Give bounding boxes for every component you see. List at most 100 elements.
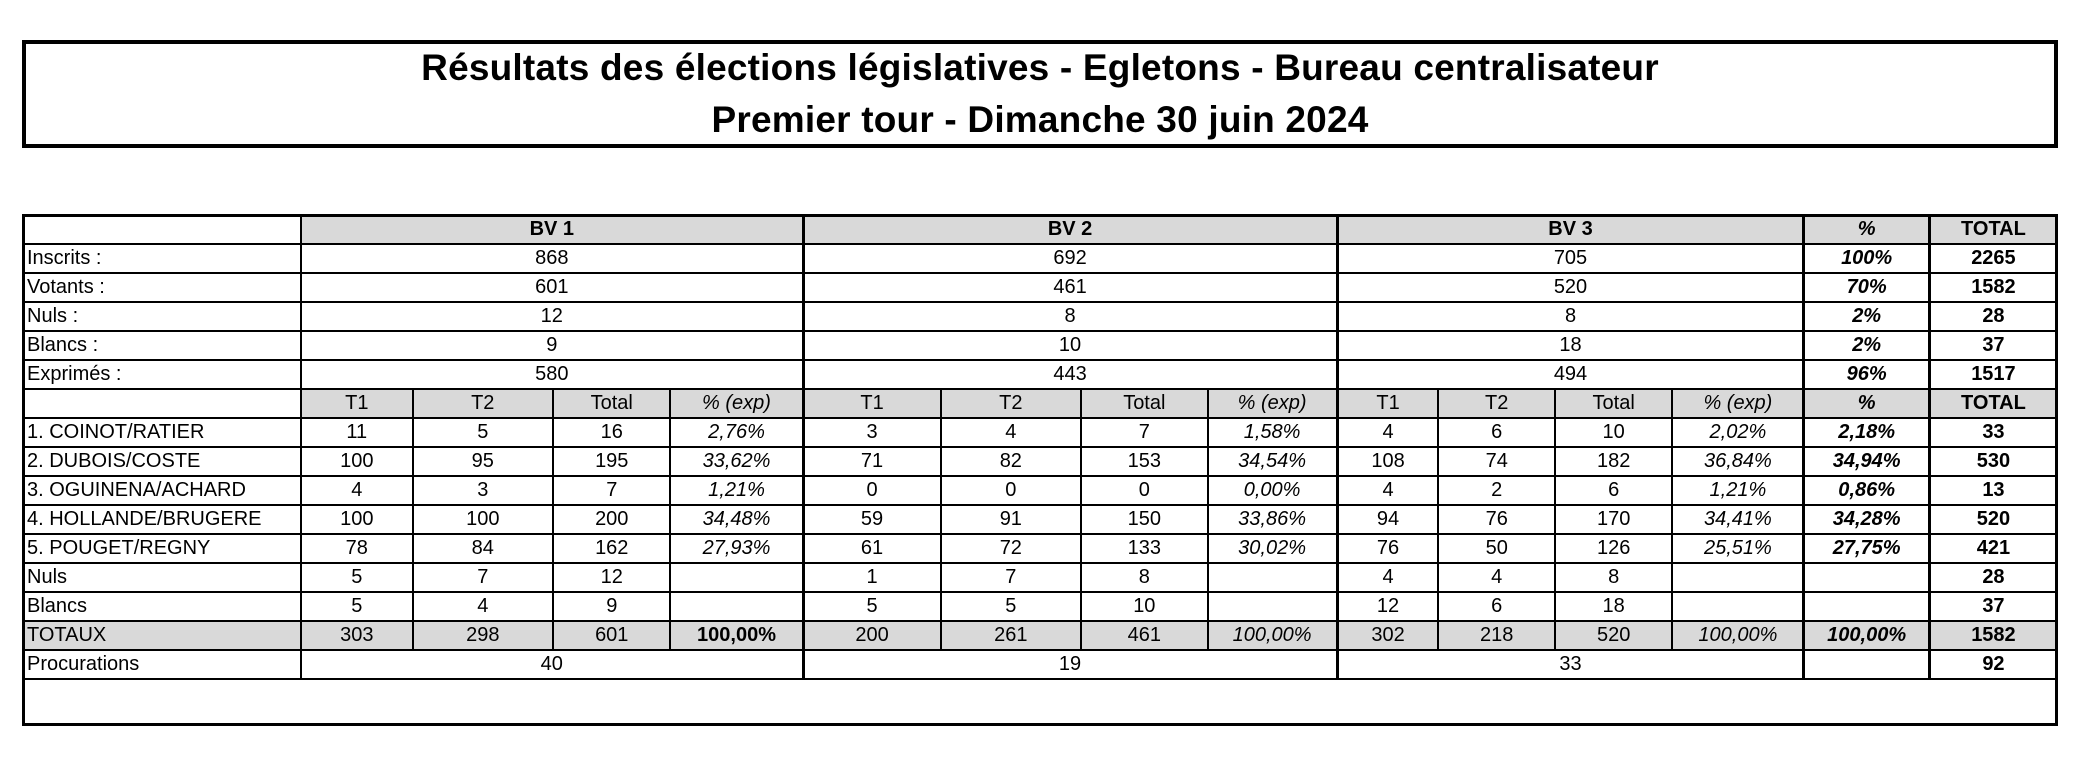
totals-row-bv1-t1: 303 [300,620,414,651]
subheader-t2: T2 [1437,388,1556,419]
totals-row-bv1-t2: 298 [411,620,555,651]
extra-row-total: 37 [1927,591,2058,622]
summary-total: 1582 [1927,272,2058,303]
candidate-row-bv2-total: 0 [1080,475,1209,506]
candidate-row-bv2-t2: 72 [939,533,1083,564]
subheader-pct-exp: % (exp) [1671,388,1805,419]
extra-row-bv1-pct-exp [669,591,805,622]
candidate-row-bv3-t1: 76 [1335,533,1440,564]
subheader-t1: T1 [801,388,942,419]
candidate-row-bv1-t1: 100 [300,446,414,477]
subheader-empty-cell [21,388,303,419]
candidate-row-bv2-t1: 0 [801,475,942,506]
candidate-row-bv2-t2: 91 [939,504,1083,535]
candidate-row-bv2-pct-exp: 0,00% [1206,475,1339,506]
candidate-row-bv2-total: 150 [1080,504,1209,535]
totals-row-bv2-t1: 200 [801,620,942,651]
extra-row-bv2-pct-exp [1206,562,1339,593]
candidate-row-pct: 2,18% [1802,417,1931,448]
procurations-label: Procurations [21,649,303,680]
candidate-row-bv2-t2: 82 [939,446,1083,477]
candidate-row-bv2-total: 153 [1080,446,1209,477]
summary-bv2: 8 [801,301,1339,332]
candidate-row-total: 530 [1927,446,2058,477]
extra-row-pct [1802,591,1931,622]
header-bv2: BV 2 [801,214,1339,245]
extra-row-pct [1802,562,1931,593]
candidate-row-bv1-t2: 3 [411,475,555,506]
extra-row-bv3-t2: 4 [1437,562,1556,593]
candidate-row-bv1-t2: 84 [411,533,555,564]
candidate-row-bv1-total: 195 [552,446,672,477]
extra-row-bv3-t1: 12 [1335,591,1440,622]
extra-row-bv1-total: 12 [552,562,672,593]
candidate-row-bv1-t2: 95 [411,446,555,477]
totals-row-bv3-t1: 302 [1335,620,1440,651]
extra-row-bv2-t2: 7 [939,562,1083,593]
candidate-row-bv2-pct-exp: 1,58% [1206,417,1339,448]
summary-total: 2265 [1927,243,2058,274]
extra-row-bv1-total: 9 [552,591,672,622]
summary-bv1: 601 [300,272,805,303]
page-title: Résultats des élections législatives - E… [421,47,1659,88]
candidate-row-bv3-total: 126 [1553,533,1674,564]
candidate-row-bv1-t1: 4 [300,475,414,506]
header-pct: % [1802,214,1931,245]
candidate-row-bv2-pct-exp: 34,54% [1206,446,1339,477]
summary-total: 1517 [1927,359,2058,390]
extra-row-bv3-total: 8 [1553,562,1674,593]
subheader-total: Total [552,388,672,419]
subheader-row: T1 T2 Total% (exp) T1 T2 Total% (exp) T1 T2 Tota… [21,388,2058,419]
candidate-row-bv2-total: 133 [1080,533,1209,564]
summary-row: Inscrits :868 692 705 100% 2265 [21,243,2058,274]
candidate-row-pct: 34,28% [1802,504,1931,535]
summary-bv1: 9 [300,330,805,361]
totals-row-bv2-pct-exp: 100,00% [1206,620,1339,651]
candidate-row-bv3-t1: 108 [1335,446,1440,477]
summary-pct: 96% [1802,359,1931,390]
subheader-t2: T2 [411,388,555,419]
candidate-row-bv3-t2: 50 [1437,533,1556,564]
candidate-row-bv1-total: 200 [552,504,672,535]
procurations-total: 92 [1927,649,2058,680]
extra-row-bv2-pct-exp [1206,591,1339,622]
extra-row-bv2-t1: 5 [801,591,942,622]
subheader-grand-total: TOTAL [1927,388,2058,419]
candidate-row-bv3-pct-exp: 36,84% [1671,446,1805,477]
candidate-row-bv2-t1: 59 [801,504,942,535]
subheader-t2: T2 [939,388,1083,419]
subheader-t1: T1 [1335,388,1440,419]
summary-bv3: 18 [1335,330,1805,361]
summary-row: Nuls :12 8 8 2% 28 [21,301,2058,332]
candidate-row-label: 2. DUBOIS/COSTE [21,446,303,477]
candidate-row-bv2-t1: 71 [801,446,942,477]
candidate-row-bv1-total: 162 [552,533,672,564]
summary-label: Inscrits : [21,243,303,274]
candidate-row-bv1-pct-exp: 1,21% [669,475,805,506]
summary-total: 37 [1927,330,2058,361]
candidate-row-bv1-pct-exp: 27,93% [669,533,805,564]
summary-bv1: 580 [300,359,805,390]
extra-row-bv3-pct-exp [1671,591,1805,622]
summary-bv3: 520 [1335,272,1805,303]
totals-row-pct: 100,00% [1802,620,1931,651]
subheader-pct-exp: % (exp) [1206,388,1339,419]
summary-pct: 70% [1802,272,1931,303]
totals-row-bv1-pct-exp: 100,00% [669,620,805,651]
totals-row-bv3-pct-exp: 100,00% [1671,620,1805,651]
candidate-row-total: 13 [1927,475,2058,506]
summary-total: 28 [1927,301,2058,332]
extra-row-bv1-t2: 7 [411,562,555,593]
candidate-row-bv3-t1: 4 [1335,475,1440,506]
candidate-row-bv3-total: 182 [1553,446,1674,477]
header-total: TOTAL [1927,214,2058,245]
extra-row-bv2-t2: 5 [939,591,1083,622]
candidate-row-bv2-pct-exp: 30,02% [1206,533,1339,564]
summary-pct: 2% [1802,301,1931,332]
totals-row-bv3-total: 520 [1553,620,1674,651]
header-bv3: BV 3 [1335,214,1805,245]
candidate-row-bv3-pct-exp: 25,51% [1671,533,1805,564]
candidate-row: 4. HOLLANDE/BRUGERE 100 100 200 34,48% 59 91 15… [21,504,2058,535]
candidate-row-total: 520 [1927,504,2058,535]
subheader-pct: % [1802,388,1931,419]
